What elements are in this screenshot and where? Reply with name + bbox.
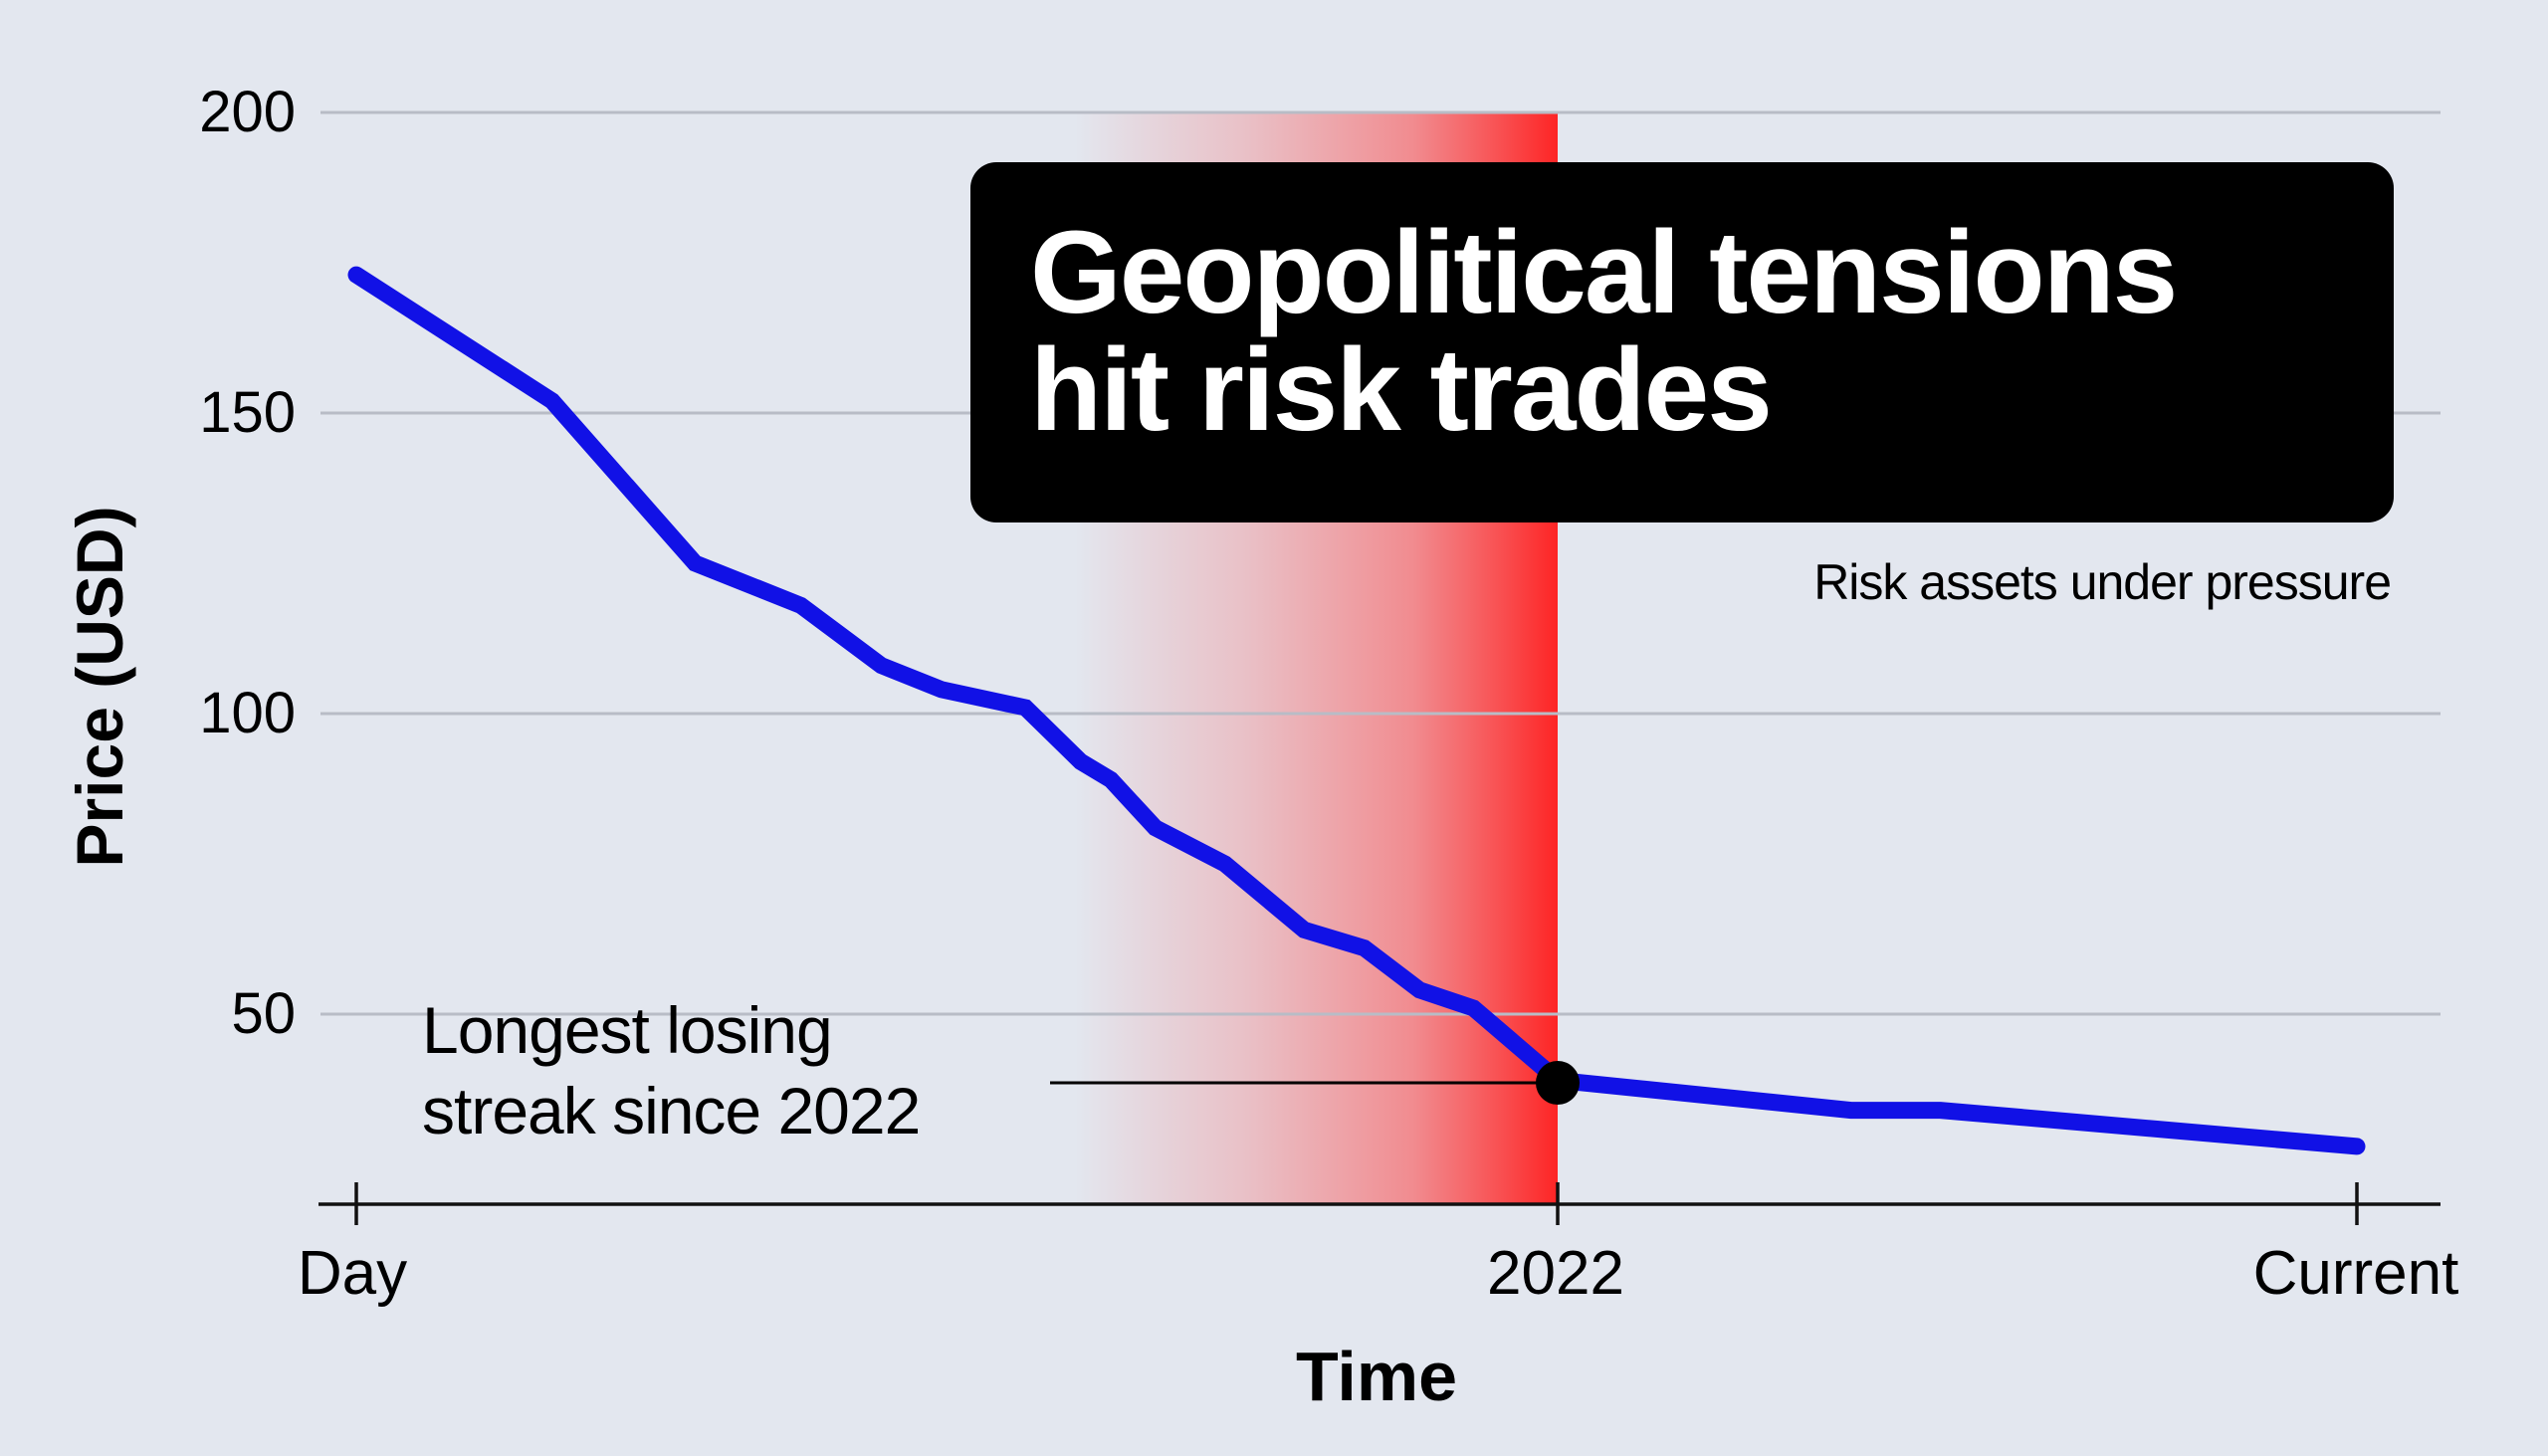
x-tick-label-day: Day	[297, 1239, 408, 1308]
y-tick-label-200: 200	[199, 80, 296, 144]
annotation-text: Longest losing streak since 2022	[422, 990, 921, 1150]
x-axis	[318, 1182, 2441, 1225]
chart-title-line-2: hit risk trades	[1030, 324, 1773, 456]
chart-subtitle: Risk assets under pressure	[1813, 554, 2392, 610]
x-tick-label-2022: 2022	[1487, 1239, 1624, 1308]
x-tick-label-current: Current	[2252, 1239, 2459, 1308]
headline-box: Geopolitical tensions hit risk trades	[970, 162, 2394, 522]
y-axis-label: Price (USD)	[63, 506, 136, 868]
chart-title: Geopolitical tensions hit risk trades	[1030, 214, 2394, 449]
y-tick-label-50: 50	[231, 981, 296, 1046]
marker-dot-2022	[1536, 1061, 1580, 1105]
y-tick-label-100: 100	[199, 681, 296, 745]
x-axis-label: Time	[1295, 1338, 1458, 1415]
y-tick-label-150: 150	[199, 380, 296, 445]
annotation-line-2: streak since 2022	[422, 1073, 921, 1147]
chart-title-line-1: Geopolitical tensions	[1030, 207, 2178, 338]
annotation-line-1: Longest losing	[422, 993, 833, 1067]
